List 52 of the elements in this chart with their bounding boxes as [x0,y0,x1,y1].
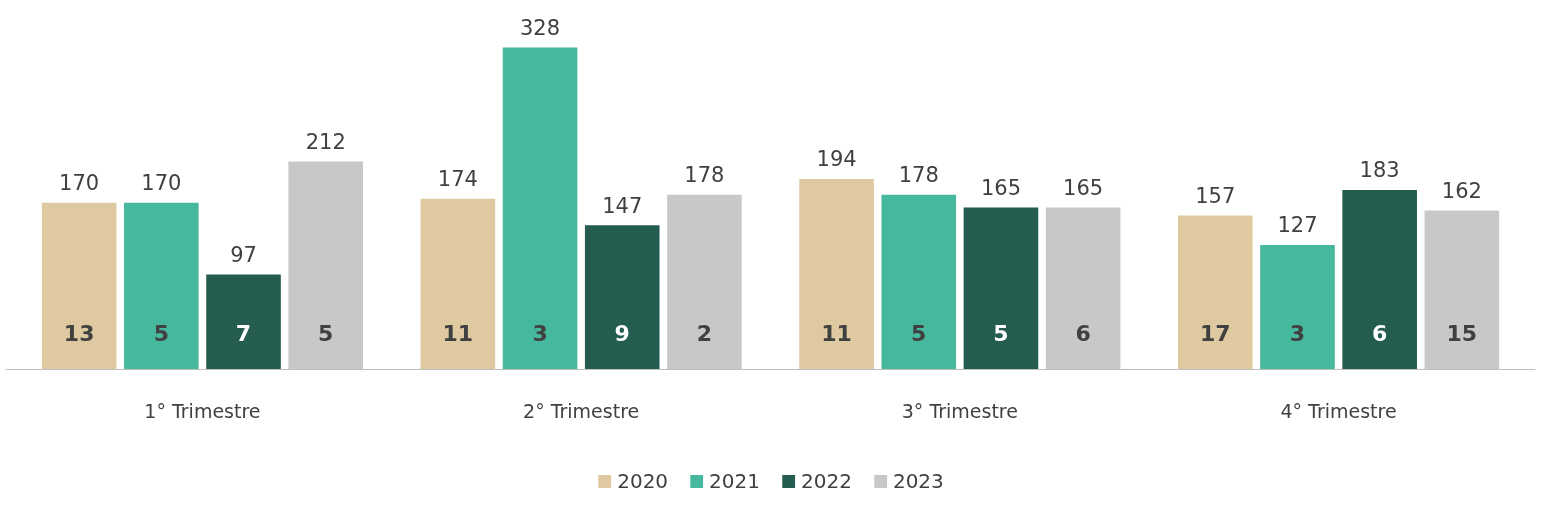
annotation: 5 [318,321,334,347]
data-label: 147 [602,193,643,218]
x-tick-label: 2° Trimestre [523,399,640,422]
data-label: 178 [898,163,939,188]
bar [881,194,957,370]
legend-label: 2022 [801,469,852,493]
annotation: 13 [63,321,95,347]
annotation: 5 [911,321,927,347]
data-label: 127 [1277,213,1318,238]
data-label: 212 [305,129,346,154]
legend-label: 2023 [892,469,944,493]
annotation: 9 [614,321,630,347]
annotation: 5 [153,321,169,347]
annotation: 6 [1372,321,1388,347]
bar [584,225,660,370]
annotation: 6 [1075,321,1091,347]
annotation: 15 [1446,321,1478,347]
annotation: 7 [235,321,252,347]
data-label: 174 [437,167,478,192]
legend-label: 2020 [617,469,669,493]
data-label: 165 [1063,175,1104,200]
annotation: 11 [442,321,474,347]
legend-label: 2021 [709,469,760,493]
data-label: 157 [1195,183,1236,208]
x-tick-label: 1° Trimestre [144,399,261,422]
data-label: 170 [141,170,182,195]
data-label: 183 [1359,158,1400,183]
bar [799,179,874,370]
data-label: 178 [684,163,725,188]
bar [1342,189,1417,370]
bar [41,202,117,370]
bar [206,274,281,370]
bar [420,198,496,370]
x-tick-label: 4° Trimestre [1280,399,1397,422]
data-label: 162 [1441,178,1482,203]
bar [963,207,1039,370]
annotation: 11 [821,321,852,347]
bar [124,202,199,370]
annotation: 3 [1289,321,1306,347]
annotation: 5 [993,321,1009,347]
annotation: 17 [1199,321,1231,347]
x-tick-label: 3° Trimestre [901,399,1018,422]
data-label: 97 [230,242,257,267]
bar [1260,244,1335,370]
annotation: 3 [532,321,548,347]
annotation: 2 [696,321,713,347]
bar [502,47,578,370]
data-label: 194 [816,147,857,172]
data-label: 328 [520,15,561,40]
data-label: 165 [980,175,1021,200]
data-label: 170 [59,170,100,195]
bar [1177,215,1253,370]
